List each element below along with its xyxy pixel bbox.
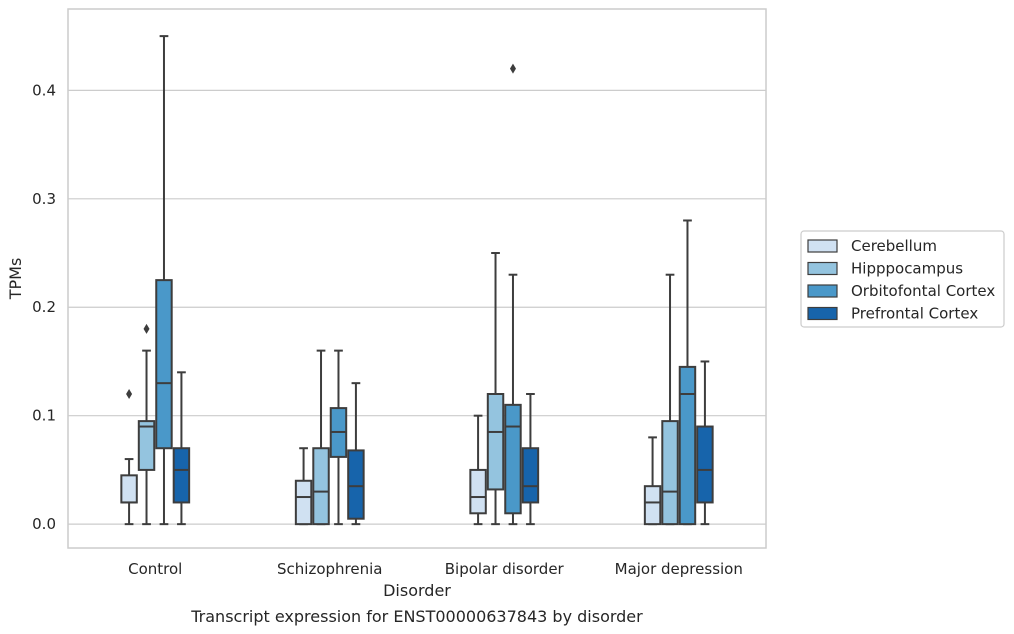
box-orbitofontal-cortex (504, 63, 522, 526)
box-orbitofontal-cortex (155, 35, 173, 526)
box-iqr (643, 485, 662, 526)
outlier-marker (509, 63, 516, 74)
box-orbitofontal-cortex (329, 349, 348, 526)
legend-item: Prefrontal Cortex (807, 305, 978, 323)
legend-swatch (807, 239, 838, 253)
legend-label: Cerebellum (851, 237, 937, 255)
y-tick-labels: 0.0 0.1 0.2 0.3 0.4 (32, 81, 56, 533)
box-hipppocampus (312, 349, 330, 526)
legend-label: Prefrontal Cortex (851, 305, 978, 323)
chart-caption: Transcript expression for ENST0000063784… (190, 607, 643, 626)
box-iqr (469, 468, 487, 515)
box-orbitofontal-cortex (678, 219, 697, 526)
box-iqr (312, 447, 330, 526)
x-tick-label: Major depression (615, 560, 743, 578)
x-axis-title: Disorder (383, 581, 451, 600)
x-tick-label: Schizophrenia (277, 560, 382, 578)
box-groups (120, 35, 714, 526)
legend-item: Hipppocampus (807, 260, 963, 278)
plot-frame (67, 8, 767, 549)
x-tick-label: Control (128, 560, 182, 578)
box-group (120, 35, 191, 526)
box-hipppocampus (661, 273, 679, 526)
box-iqr (504, 403, 522, 515)
legend-swatch (807, 284, 838, 298)
legend-swatch (807, 306, 838, 321)
legend-items: Cerebellum Hipppocampus Orbitofontal Corte… (807, 237, 995, 323)
outlier-marker (143, 323, 150, 334)
box-iqr (172, 447, 191, 504)
outlier-marker (126, 389, 133, 399)
box-iqr (486, 393, 505, 491)
y-axis-title: TPMs (6, 258, 25, 301)
box-group (643, 219, 714, 526)
y-tick-label: 0.2 (32, 298, 56, 316)
box-group (294, 349, 365, 526)
legend-label: Orbitofontal Cortex (851, 282, 995, 300)
legend: Cerebellum Hipppocampus Orbitofontal Corte… (800, 230, 1005, 328)
box-hipppocampus (137, 323, 156, 526)
box-cerebellum (643, 436, 662, 526)
box-cerebellum (294, 447, 313, 526)
y-tick-label: 0.3 (32, 190, 56, 208)
y-tick-label: 0.1 (32, 407, 56, 425)
box-iqr (678, 365, 697, 526)
box-prefrontal-cortex (521, 393, 540, 526)
box-cerebellum (469, 414, 487, 526)
box-prefrontal-cortex (347, 382, 365, 526)
box-iqr (521, 447, 540, 504)
y-tick-label: 0.4 (32, 81, 56, 99)
x-tick-label: Bipolar disorder (445, 560, 565, 578)
box-iqr (294, 479, 313, 526)
box-prefrontal-cortex (696, 360, 714, 526)
box-iqr (155, 279, 173, 450)
legend-swatch (807, 261, 838, 276)
box-iqr (661, 420, 679, 526)
box-iqr (347, 449, 365, 520)
box-iqr (696, 425, 714, 504)
box-prefrontal-cortex (172, 371, 191, 526)
box-hipppocampus (486, 252, 505, 526)
legend-item: Orbitofontal Cortex (807, 282, 995, 300)
legend-frame (800, 230, 1005, 328)
legend-label: Hipppocampus (851, 260, 963, 278)
box-iqr (120, 474, 138, 504)
x-tick-labels: Control Schizophrenia Bipolar disorder Majo… (128, 560, 743, 578)
y-tick-label: 0.0 (32, 515, 56, 533)
box-cerebellum (120, 389, 138, 526)
box-group (469, 63, 540, 526)
legend-item: Cerebellum (807, 237, 937, 255)
box-iqr (137, 420, 156, 471)
